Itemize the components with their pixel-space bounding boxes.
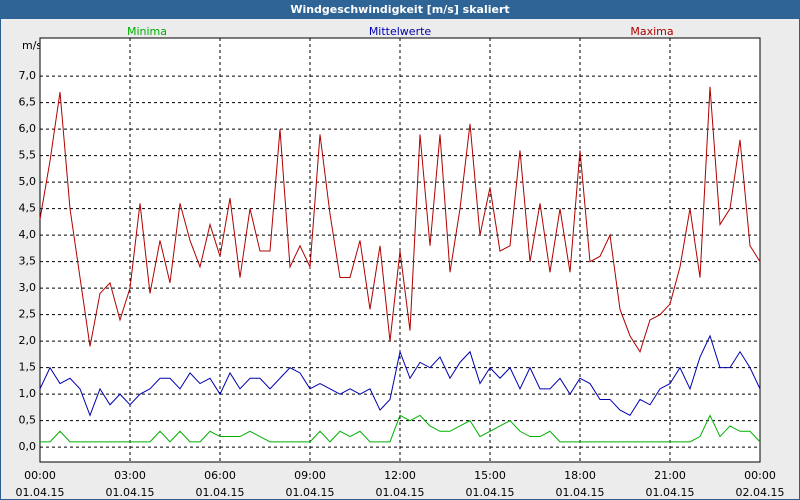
y-tick-label: 0,0	[19, 440, 37, 453]
y-tick-label: 0,5	[19, 414, 37, 427]
x-tick-label: 00:00 01.04.15	[16, 469, 65, 499]
y-tick-label: 3,5	[19, 255, 37, 268]
y-tick-label: 2,5	[19, 308, 37, 321]
legend-entry: Mittelwerte	[369, 25, 432, 38]
x-tick-label: 15:00 01.04.15	[466, 469, 515, 499]
y-tick-label: 5,0	[19, 175, 37, 188]
x-tick-label: 21:00 01.04.15	[646, 469, 695, 499]
series-line	[39, 86, 761, 353]
x-tick-label: 06:00 01.04.15	[196, 469, 245, 499]
title-bar	[0, 0, 800, 19]
y-tick-label: 6,5	[19, 96, 37, 109]
x-tick-label: 12:00 01.04.15	[376, 469, 425, 499]
x-tick-label: 00:00 02.04.15	[736, 469, 785, 499]
series-line	[40, 414, 761, 443]
y-tick-label: 7,0	[19, 69, 37, 82]
x-tick-label: 09:00 01.04.15	[286, 469, 335, 499]
legend-entry: Minima	[127, 25, 167, 38]
y-axis-label: m/s	[22, 39, 42, 52]
y-tick-label: 1,0	[19, 387, 37, 400]
y-tick-label: 4,5	[19, 202, 37, 215]
y-tick-label: 2,0	[19, 334, 37, 347]
y-tick-label: 6,0	[19, 122, 37, 135]
y-tick-label: 3,0	[19, 281, 37, 294]
series-line	[39, 334, 761, 417]
y-tick-label: 1,5	[19, 361, 37, 374]
y-tick-label: 5,5	[19, 149, 37, 162]
x-tick-label: 03:00 01.04.15	[106, 469, 155, 499]
y-tick-label: 4,0	[19, 228, 37, 241]
chart-title: Windgeschwindigkeit [m/s] skaliert	[290, 3, 509, 16]
legend-entry: Maxima	[630, 25, 673, 38]
x-tick-label: 18:00 01.04.15	[556, 469, 605, 499]
